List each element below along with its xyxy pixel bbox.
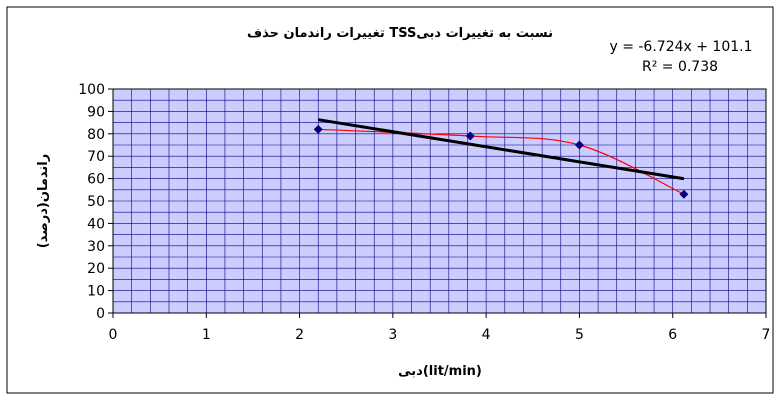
data-markers: [313, 124, 689, 199]
x-tick-label: 4: [482, 327, 491, 343]
y-tick-label: 30: [87, 239, 105, 255]
x-tick-label: 7: [762, 327, 771, 343]
y-tick-label: 20: [87, 261, 105, 277]
y-tick-label: 60: [87, 172, 105, 188]
y-tick-label: 40: [87, 216, 105, 232]
x-tick-label: 0: [109, 327, 118, 343]
grid-lines: [112, 88, 767, 314]
x-tick-label: 2: [295, 327, 304, 343]
series-line: [318, 128, 685, 195]
data-point-marker: [313, 124, 323, 134]
y-axis-label: راندمان(درصد): [36, 154, 51, 248]
y-tick-label: 50: [87, 194, 105, 210]
x-tick-label: 3: [388, 327, 397, 343]
data-point-marker: [465, 131, 475, 141]
x-axis-label: دبی(lit/min): [398, 364, 482, 379]
y-tick-label: 0: [96, 306, 105, 322]
x-tick-label: 6: [668, 327, 677, 343]
trendline-equation: y = -6.724x + 101.1: [609, 39, 752, 55]
y-tick-label: 100: [78, 82, 105, 98]
trendline: [317, 118, 685, 181]
r-squared-label: R² = 0.738: [642, 59, 718, 75]
x-tick-label: 5: [575, 327, 584, 343]
y-tick-label: 80: [87, 127, 105, 143]
chart-title: تغییرات راندمان حذف TSSنسبت به تغییرات د…: [247, 26, 553, 41]
x-tick-label: 1: [202, 327, 211, 343]
y-tick-label: 90: [87, 104, 105, 120]
y-tick-label: 70: [87, 149, 105, 165]
data-point-marker: [679, 189, 689, 199]
x-axis-ticks: 0 1 2 3 4 5 6 7: [109, 313, 771, 343]
data-point-marker: [574, 140, 584, 150]
y-tick-label: 10: [87, 284, 105, 300]
y-axis-ticks: 0 10 20 30 40 50 60 70 80 90 100: [78, 82, 113, 322]
